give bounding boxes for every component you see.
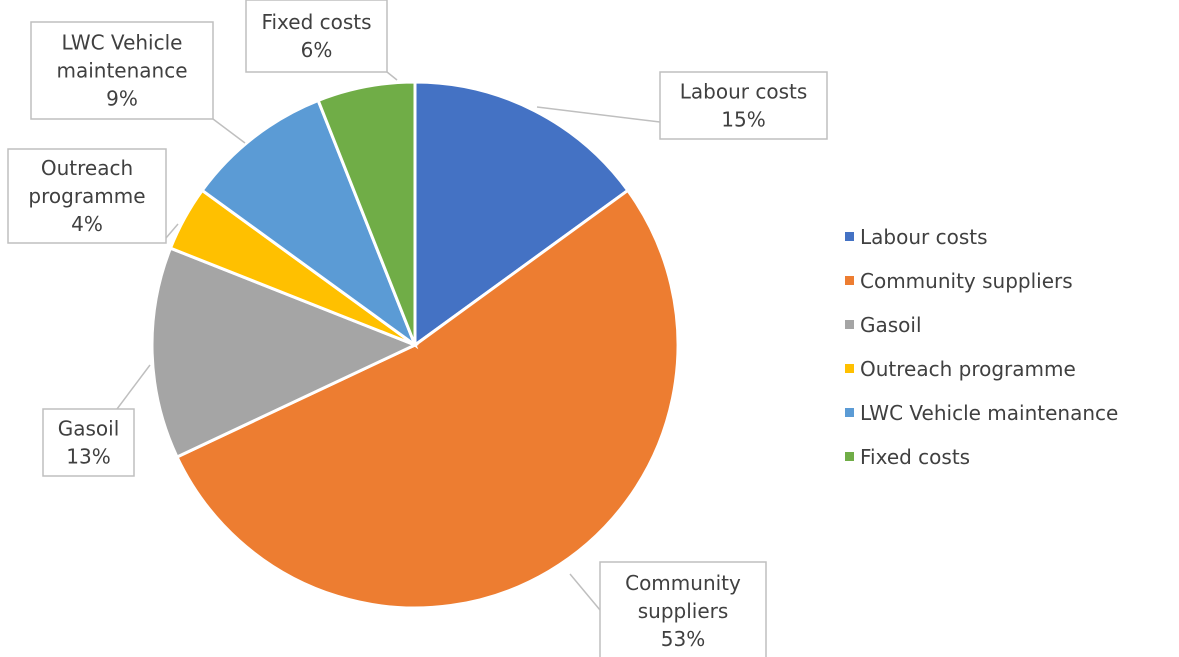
data-label-text: Gasoil: [58, 417, 120, 441]
data-label-outreach-programme: Outreach programme 4%: [7, 148, 167, 244]
data-label-box: [659, 71, 828, 140]
data-label-lwc-vehicle-maintenance: LWC Vehicle maintenance 9%: [30, 21, 214, 120]
legend-label: Community suppliers: [860, 269, 1073, 293]
leader-lines: [116, 71, 661, 611]
legend-item-lwc-vehicle-maintenance: LWC Vehicle maintenance: [845, 401, 1118, 425]
data-label-box: [30, 21, 214, 120]
legend-item-community-suppliers: Community suppliers: [845, 269, 1073, 293]
data-label-text: Community: [625, 571, 741, 595]
data-label-box: [245, 0, 388, 73]
leader-line-lwc-vehicle-maintenance: [212, 118, 246, 144]
legend-label: Fixed costs: [860, 445, 970, 469]
data-label-gasoil: Gasoil 13%: [42, 408, 135, 477]
data-label-box: [7, 148, 167, 244]
data-label-text: LWC Vehicle: [62, 31, 183, 55]
slice-lwc-vehicle-maintenance: [200, 98, 419, 350]
data-label-fixed-costs: Fixed costs 6%: [245, 0, 388, 73]
data-label-text: 9%: [106, 87, 138, 111]
data-label-community-suppliers: Community suppliers 53%: [599, 561, 767, 657]
data-label-labour-costs: Labour costs 15%: [659, 71, 828, 140]
legend-swatch: [845, 320, 854, 329]
data-label-text: Fixed costs: [261, 10, 371, 34]
legend-swatch: [845, 408, 854, 417]
legend-item-gasoil: Gasoil: [845, 313, 922, 337]
leader-line-outreach-programme: [165, 223, 179, 239]
legend-label: Outreach programme: [860, 357, 1076, 381]
data-label-text: Labour costs: [680, 80, 808, 104]
data-label-box: [599, 561, 767, 657]
leader-line-labour-costs: [536, 106, 661, 123]
legend-label: Labour costs: [860, 225, 988, 249]
data-label-text: 4%: [71, 212, 103, 236]
data-label-text: 53%: [661, 627, 705, 651]
legend: Labour costs Community suppliers Gasoil Out…: [845, 225, 1118, 469]
slice-gasoil: [150, 246, 419, 459]
leader-line-community-suppliers: [569, 573, 601, 611]
data-label-text: suppliers: [638, 599, 729, 623]
legend-item-outreach-programme: Outreach programme: [845, 357, 1076, 381]
legend-label: LWC Vehicle maintenance: [860, 401, 1118, 425]
data-label-text: Outreach: [41, 156, 133, 180]
slice-fixed-costs: [316, 80, 417, 346]
data-label-text: 13%: [66, 445, 110, 469]
pie-slices: [150, 80, 680, 610]
legend-swatch: [845, 232, 854, 241]
leader-line-fixed-costs: [386, 71, 398, 81]
slice-labour-costs: [413, 80, 630, 348]
legend-swatch: [845, 276, 854, 285]
legend-swatch: [845, 452, 854, 461]
data-labels: Labour costs 15% Community suppliers 53% Gaso…: [7, 0, 828, 657]
leader-line-gasoil: [116, 364, 151, 410]
legend-label: Gasoil: [860, 313, 922, 337]
data-label-text: programme: [28, 184, 145, 208]
legend-item-fixed-costs: Fixed costs: [845, 445, 970, 469]
data-label-box: [42, 408, 135, 477]
slice-community-suppliers: [175, 188, 680, 610]
data-label-text: 6%: [301, 38, 333, 62]
data-label-text: 15%: [721, 108, 765, 132]
data-label-text: maintenance: [56, 59, 187, 83]
legend-swatch: [845, 364, 854, 373]
legend-item-labour-costs: Labour costs: [845, 225, 988, 249]
